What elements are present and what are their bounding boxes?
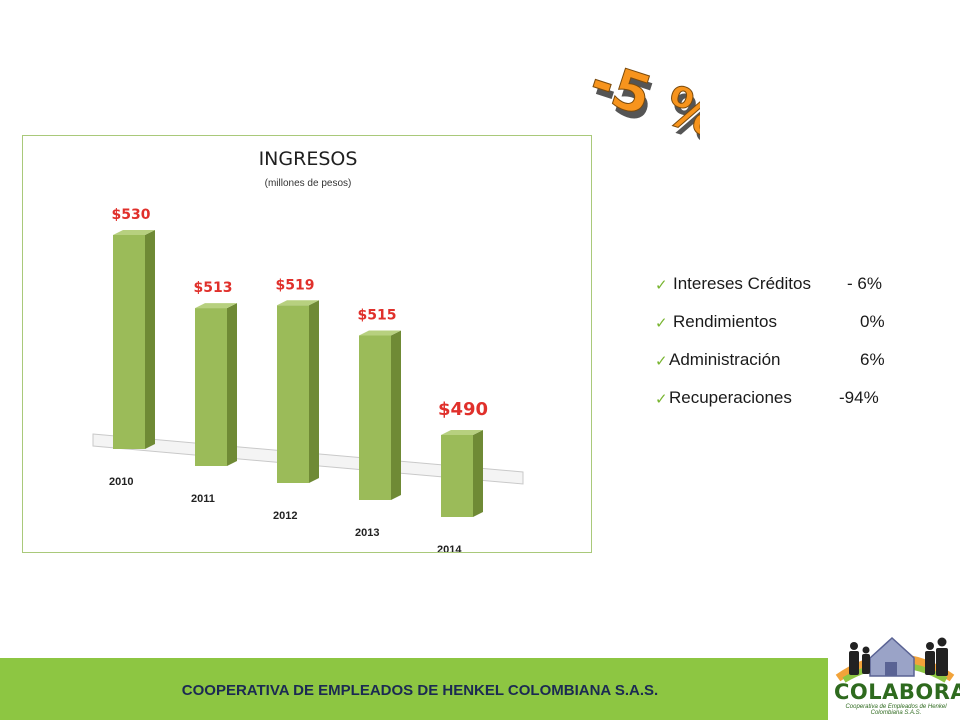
logo-tagline: Cooperativa de Empleados de Henkel Colom…	[845, 704, 947, 716]
item-name: Intereses Créditos	[673, 274, 811, 293]
footer-text: COOPERATIVA DE EMPLEADOS DE HENKEL COLOM…	[181, 682, 659, 699]
colaborar-logo: COLABORAR Cooperativa de Empleados de He…	[830, 628, 960, 720]
check-icon: ✓	[655, 353, 668, 370]
bar-top	[441, 430, 483, 435]
x-tick-label: 2010	[109, 476, 133, 488]
bar-top	[113, 230, 155, 235]
bar	[359, 335, 391, 500]
data-label: $515	[358, 308, 397, 324]
check-icon: ✓	[655, 315, 668, 332]
bar	[113, 235, 145, 449]
bar	[277, 305, 309, 483]
item-name: Administración	[669, 350, 781, 369]
data-label: $490	[438, 399, 488, 420]
bar-top	[277, 300, 319, 306]
item-name: Recuperaciones	[669, 388, 792, 407]
item-name: Rendimientos	[673, 312, 777, 331]
check-icon: ✓	[655, 391, 668, 408]
bar-top	[195, 303, 237, 309]
item-value: 0%	[860, 312, 885, 331]
x-tick-label: 2014	[437, 544, 462, 552]
x-tick-label: 2013	[355, 527, 379, 539]
check-icon: ✓	[655, 277, 668, 294]
x-tick-label: 2011	[191, 493, 215, 505]
data-label: $530	[112, 207, 151, 223]
chart-title: INGRESOS	[258, 148, 358, 170]
bar	[195, 308, 227, 466]
footer-bar: COOPERATIVA DE EMPLEADOS DE HENKEL COLOM…	[0, 658, 828, 720]
logo-name: COLABORAR	[834, 680, 960, 704]
logo-graphic	[835, 636, 955, 683]
bar-side	[391, 330, 401, 500]
chart-frame: INGRESOS (millones de pesos) $530 2010 $51…	[22, 135, 592, 553]
item-value: -94%	[839, 388, 879, 407]
chart-subtitle: (millones de pesos)	[264, 178, 352, 189]
bar-top	[359, 330, 401, 336]
data-label: $519	[276, 277, 315, 293]
bar-side	[473, 430, 483, 517]
bar-side	[145, 230, 155, 449]
item-value: 6%	[860, 350, 885, 369]
item-value: - 6%	[847, 274, 882, 293]
x-tick-label: 2012	[273, 510, 297, 522]
bar-side	[309, 300, 319, 483]
bar-chart: $530 2010 $513 2011 $519 2012 $515 2013 $490 2014	[92, 207, 524, 552]
percent-change-badge: -5 % -5 %	[582, 49, 700, 158]
bar	[441, 435, 473, 517]
badge-text: -5 %	[583, 49, 700, 150]
bar-side	[227, 303, 237, 466]
data-label: $513	[194, 280, 233, 296]
